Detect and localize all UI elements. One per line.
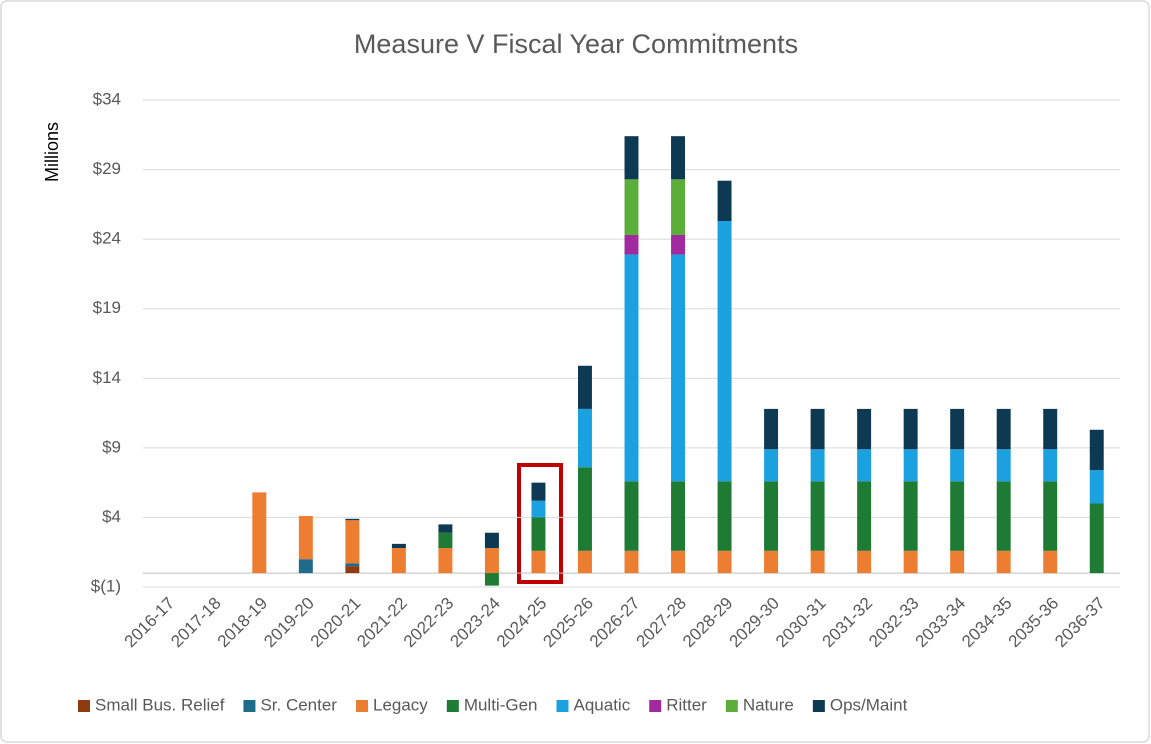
- y-tick-label: $34: [93, 89, 121, 108]
- y-axis-label: Millions: [42, 122, 62, 182]
- legend-swatch: [725, 700, 738, 712]
- bar-segment: [857, 550, 872, 574]
- bar-segment: [624, 550, 639, 574]
- bar-segment: [950, 408, 965, 450]
- bar-segment: [671, 481, 686, 551]
- bar-segment: [624, 481, 639, 551]
- legend-swatch: [556, 700, 569, 712]
- bar-segment: [577, 365, 592, 409]
- bar-segment: [950, 449, 965, 482]
- y-tick-label: $(1): [91, 576, 121, 595]
- y-tick-label: $9: [102, 437, 121, 456]
- bar-segment: [671, 234, 686, 255]
- bar-segment: [624, 234, 639, 255]
- bar-segment: [391, 548, 406, 574]
- y-tick-label: $29: [93, 159, 121, 178]
- bar-segment: [298, 516, 313, 560]
- bar-segment: [996, 449, 1011, 482]
- legend-swatch: [78, 700, 90, 712]
- legend-label: Aquatic: [574, 695, 631, 714]
- bar-segment: [1043, 449, 1058, 482]
- bar-segment: [577, 408, 592, 468]
- bar-segment: [671, 550, 686, 574]
- chart-title: Measure V Fiscal Year Commitments: [354, 29, 798, 59]
- bar-segment: [484, 532, 499, 549]
- bar-segment: [764, 408, 779, 450]
- bar-segment: [810, 550, 825, 574]
- bar-segment: [950, 550, 965, 574]
- bar-segment: [764, 481, 779, 551]
- legend-swatch: [446, 700, 459, 712]
- legend-label: Multi-Gen: [464, 695, 538, 714]
- bar-segment: [438, 524, 453, 533]
- bar-segment: [484, 548, 499, 574]
- bar-segment: [1043, 550, 1058, 574]
- bar-segment: [438, 548, 453, 574]
- bar-segment: [345, 566, 360, 574]
- bar-segment: [577, 467, 592, 551]
- bar-segment: [717, 481, 732, 551]
- bar-segment: [810, 408, 825, 450]
- y-tick-label: $19: [93, 298, 121, 317]
- bar-segment: [810, 449, 825, 482]
- legend-label: Sr. Center: [260, 695, 337, 714]
- legend-swatch: [355, 700, 368, 712]
- bar-segment: [252, 492, 267, 574]
- bar-segment: [577, 550, 592, 574]
- bar-segment: [1089, 470, 1104, 504]
- legend-label: Legacy: [373, 695, 428, 714]
- bar-segment: [857, 481, 872, 551]
- bar-segment: [671, 179, 686, 235]
- bar-segment: [1089, 503, 1104, 574]
- bar-segment: [671, 136, 686, 180]
- bar-segment: [903, 481, 918, 551]
- legend-swatch: [649, 700, 662, 712]
- bar-segment: [764, 449, 779, 482]
- bar-segment: [298, 559, 313, 574]
- bar-segment: [903, 408, 918, 450]
- bar-segment: [810, 481, 825, 551]
- highlight-box: [517, 463, 563, 584]
- y-tick-label: $24: [93, 229, 121, 248]
- legend-swatch: [812, 700, 825, 712]
- bar-segment: [1089, 429, 1104, 471]
- bar-segment: [857, 449, 872, 482]
- bar-segment: [903, 550, 918, 574]
- bar-segment: [950, 481, 965, 551]
- bar-segment: [484, 573, 499, 586]
- bar-segment: [764, 550, 779, 574]
- bar-segment: [1043, 481, 1058, 551]
- bar-segment: [531, 550, 546, 574]
- bar-segment: [717, 550, 732, 574]
- bar-segment: [391, 543, 406, 549]
- legend-swatch: [243, 700, 256, 712]
- bar-segment: [345, 563, 360, 567]
- bar-segment: [531, 482, 546, 501]
- bar-segment: [438, 532, 453, 549]
- bar-segment: [903, 449, 918, 482]
- legend-label: Nature: [743, 695, 794, 714]
- bar-segment: [1043, 408, 1058, 450]
- bar-segment: [996, 408, 1011, 450]
- bar-segment: [857, 408, 872, 450]
- y-tick-label: $4: [102, 507, 121, 526]
- bar-segment: [624, 254, 639, 482]
- y-tick-label: $14: [93, 368, 121, 387]
- legend-label: Ops/Maint: [830, 695, 908, 714]
- bar-segment: [717, 221, 732, 482]
- bar-segment: [624, 179, 639, 235]
- bar-segment: [671, 254, 686, 482]
- bar-segment: [996, 550, 1011, 574]
- bar-segment: [345, 518, 360, 521]
- bar-segment: [345, 520, 360, 564]
- bar-segment: [717, 180, 732, 222]
- bar-segment: [624, 136, 639, 180]
- bar-segment: [996, 481, 1011, 551]
- bar-segment: [531, 500, 546, 518]
- bar-segment: [531, 517, 546, 551]
- legend-label: Ritter: [666, 695, 707, 714]
- legend-label: Small Bus. Relief: [95, 695, 225, 714]
